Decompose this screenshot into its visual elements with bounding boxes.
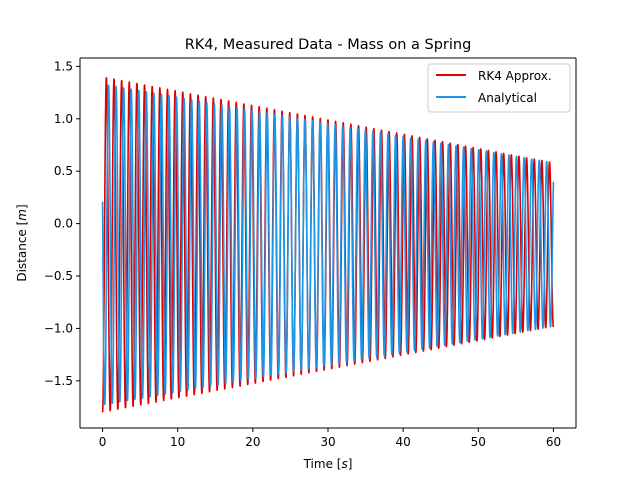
x-tick-label: 0 <box>99 435 107 449</box>
y-tick-label: −0.5 <box>44 269 73 283</box>
y-tick-label: 1.5 <box>54 59 73 73</box>
legend-label-rk4: RK4 Approx. <box>478 69 552 83</box>
y-axis-label: Distance [m] <box>15 204 29 281</box>
y-tick-label: −1.0 <box>44 321 73 335</box>
x-tick-label: 30 <box>320 435 335 449</box>
y-tick-label: 0.5 <box>54 164 73 178</box>
analytical-line <box>101 84 555 406</box>
x-axis-label: Time [s] <box>303 457 353 471</box>
legend: RK4 Approx. Analytical <box>427 63 571 113</box>
x-tick-label: 50 <box>471 435 486 449</box>
series-layer <box>101 77 555 413</box>
legend-label-analytical: Analytical <box>478 91 537 105</box>
y-tick-label: 1.0 <box>54 112 73 126</box>
x-tick-label: 40 <box>396 435 411 449</box>
x-tick-label: 60 <box>546 435 561 449</box>
y-tick-label: −1.5 <box>44 374 73 388</box>
x-tick-label: 10 <box>170 435 185 449</box>
x-tick-label: 20 <box>245 435 260 449</box>
x-axis-ticks: 0 10 20 30 40 50 60 <box>99 428 561 449</box>
chart-title: RK4, Measured Data - Mass on a Spring <box>185 37 472 53</box>
y-axis-ticks: −1.5 −1.0 −0.5 0.0 0.5 1.0 1.5 <box>44 59 80 388</box>
y-tick-label: 0.0 <box>54 217 73 231</box>
rk4-approx-line <box>101 77 555 413</box>
